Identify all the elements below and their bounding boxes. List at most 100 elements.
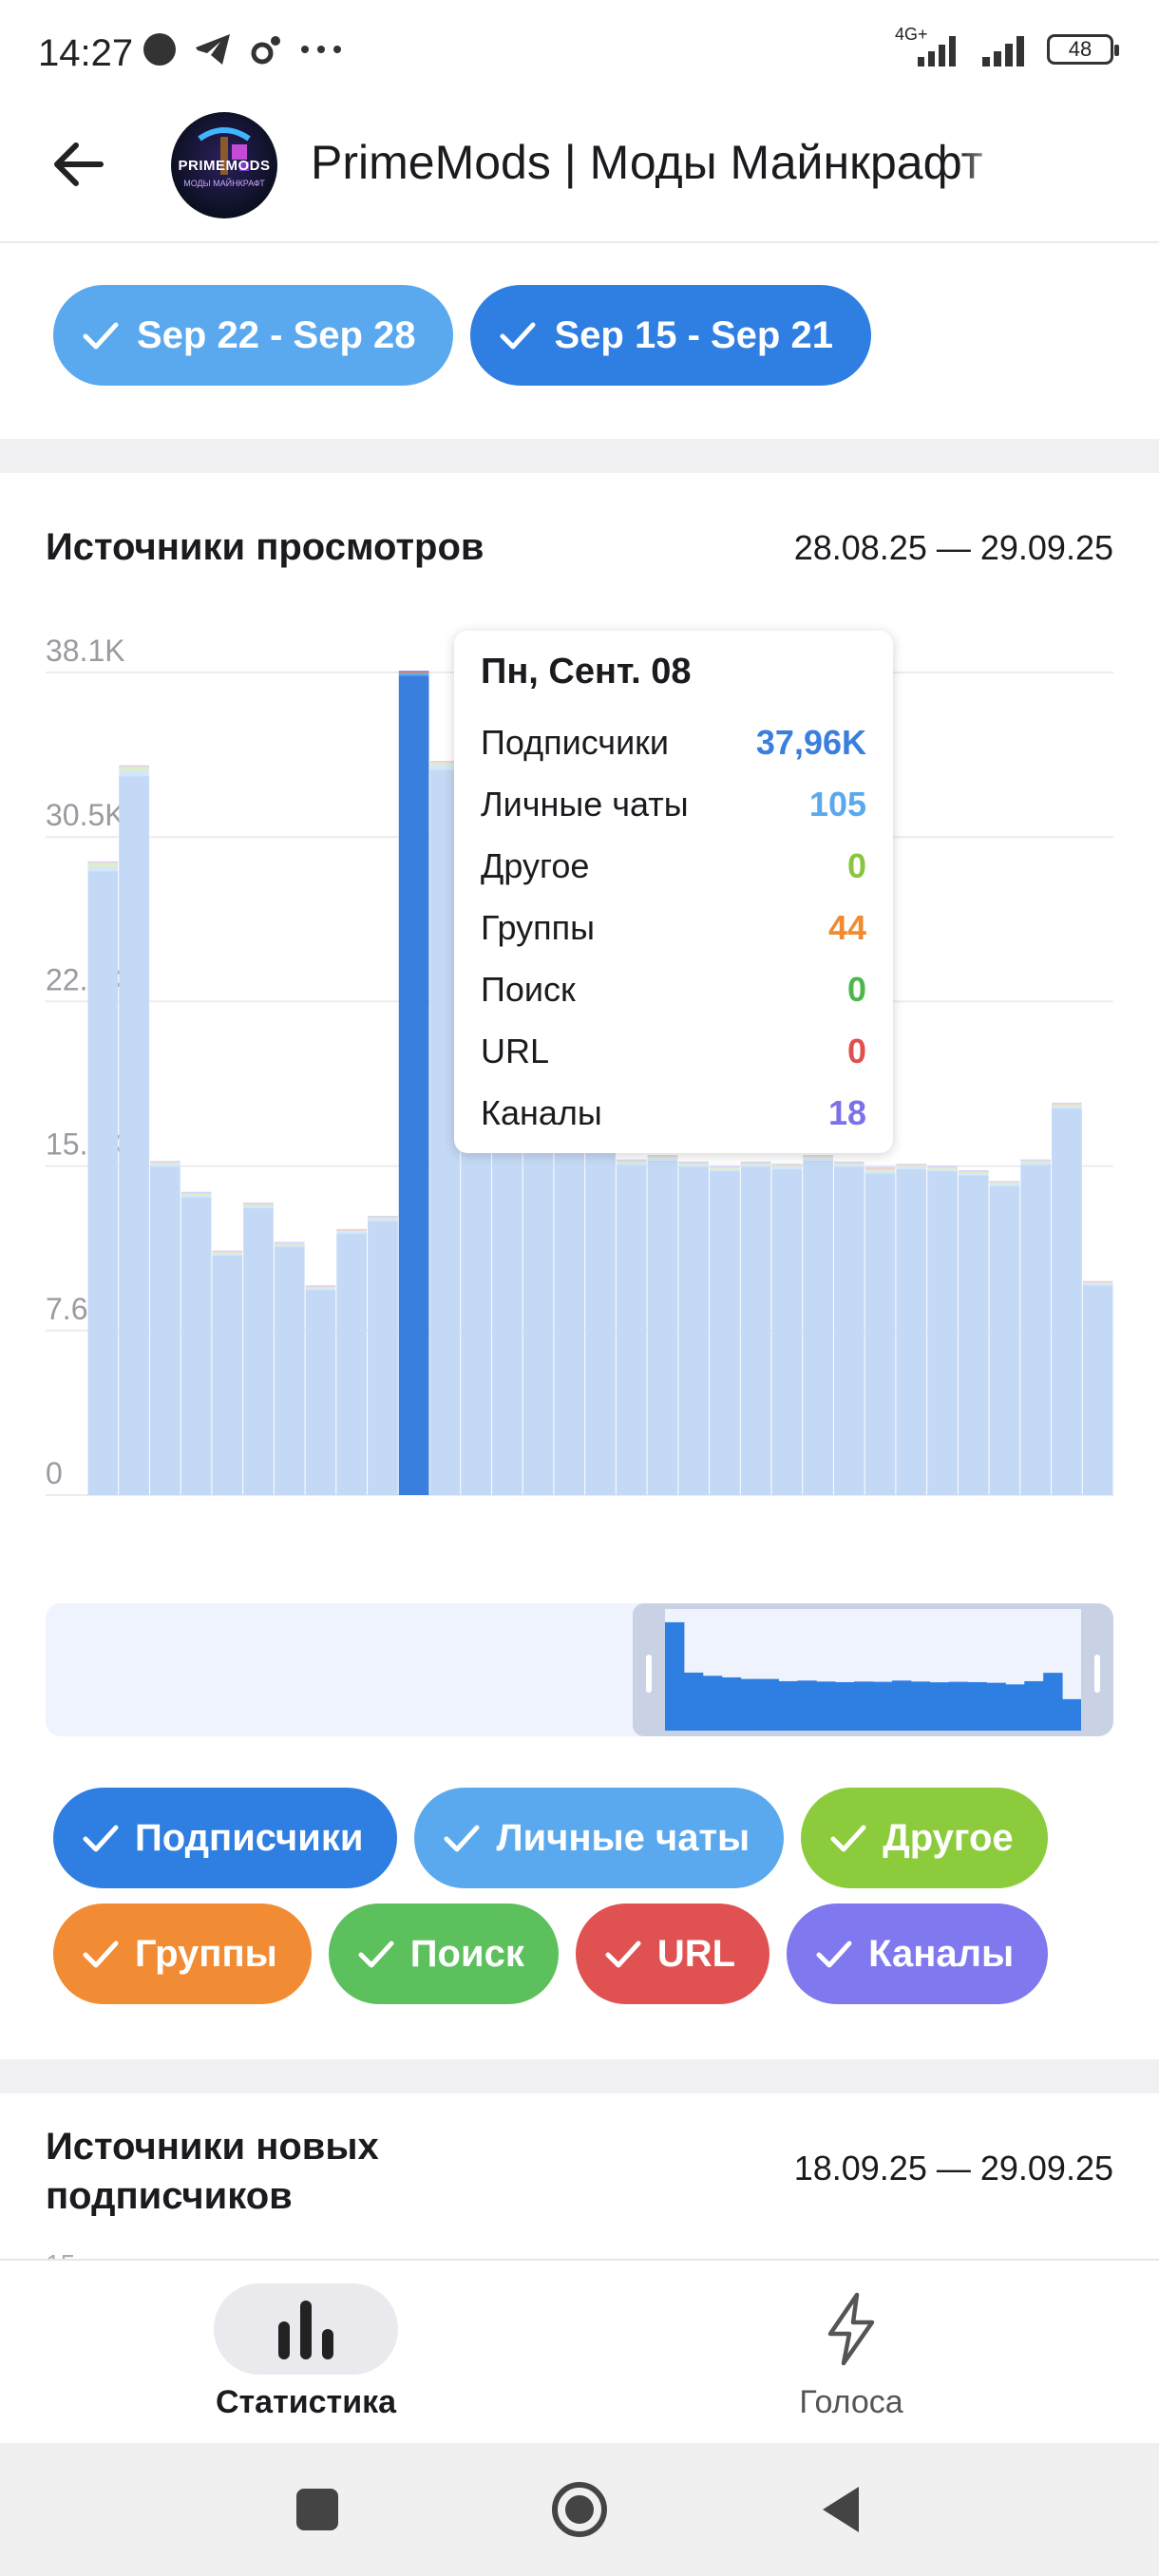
chart-bar-segment [305,1285,336,1287]
week-chip-1[interactable]: Sep 22 - Sep 28 [53,285,454,386]
chart-bar-segment [864,1173,896,1495]
tooltip-row: URL 0 [481,1020,866,1082]
chart-bar-segment [429,761,461,764]
views-sources-title: Источники просмотров [46,526,484,568]
navigator-bar [759,1678,779,1731]
chart-bar-segment [647,1155,678,1157]
chart-bar-segment [1082,1283,1113,1286]
toggle-groups[interactable]: Группы [53,1904,312,2004]
chart-bar-segment [678,1165,710,1167]
section-divider [0,439,1159,473]
avatar-logo-subtext: МОДЫ МАЙНКРАФТ [183,179,265,188]
nav-tab-icon-holder [759,2283,943,2375]
chart-bar-segment [180,1193,212,1196]
avatar-logo-text: PRIMEMODS [178,158,271,174]
toggle-channels[interactable]: Каналы [787,1904,1049,2004]
nav-tab-statistics[interactable]: Статистика [182,2283,429,2421]
chart-bar-segment [368,1219,398,1222]
chart-bar-segment [212,1255,243,1495]
chart-bar-segment [740,1165,771,1167]
nav-tab-votes[interactable]: Голоса [728,2283,975,2421]
tooltip-label: Группы [481,907,595,947]
tooltip-label: URL [481,1031,550,1070]
chart-bar-segment [274,1241,305,1243]
chart-bar-segment [989,1181,1020,1183]
chart-bar-segment [119,770,149,777]
navigator-bar [873,1681,893,1731]
navigator-bar [797,1680,817,1731]
signal-icon [918,36,956,66]
chart-bar-segment [864,1169,896,1172]
channel-avatar[interactable]: PRIMEMODS МОДЫ МАЙНКРАФТ [171,112,277,218]
chart-bar-segment [180,1191,212,1194]
chart-bar-segment [989,1183,1020,1184]
tooltip-value: 44 [827,907,866,947]
chart-bar-segment [927,1165,958,1167]
tooltip-label: Каналы [481,1092,602,1132]
nav-tab-active-indicator [214,2283,398,2375]
lightning-icon [827,2292,875,2366]
chart-bar-segment [710,1165,740,1167]
check-icon [358,1941,394,1968]
tooltip-value: 0 [846,1031,866,1070]
chart-bar-segment [149,1163,180,1165]
chart-bar-segment [368,1215,398,1218]
toggle-subscribers[interactable]: Подписчики [53,1788,398,1888]
chart-bar-segment [1020,1165,1052,1495]
toggle-search[interactable]: Поиск [328,1904,559,2004]
chart-bar-segment [958,1171,989,1174]
chart-bar-segment [710,1171,740,1495]
chart-bar-segment [87,863,119,867]
week-chip-2[interactable]: Sep 15 - Sep 21 [470,285,871,386]
chart-bar-segment [740,1161,771,1164]
navigator-bar [778,1680,798,1731]
tooltip-row: Каналы 18 [481,1082,866,1144]
chart-bar-segment [368,1217,398,1220]
toggle-label: Другое [883,1816,1014,1859]
bottom-navigation: Статистика Голоса [0,2259,1159,2443]
tooltip-value: 37,96K [755,722,866,762]
toggle-other[interactable]: Другое [801,1788,1048,1888]
chart-bar-segment [989,1184,1020,1186]
battery-indicator: 48 [1047,34,1119,65]
chart-bar-segment [1082,1280,1113,1283]
toggle-private-chats[interactable]: Личные чаты [414,1788,785,1888]
back-arrow-icon[interactable] [48,133,110,196]
chart-bar-segment [833,1166,864,1495]
chart-bar-segment [149,1166,180,1495]
chart-bar-segment [958,1175,989,1495]
toggle-url[interactable]: URL [575,1904,770,2004]
chart-bar-segment [927,1167,958,1169]
chart-bar-segment [647,1158,678,1161]
navigator-bar [683,1672,704,1731]
chart-range-navigator[interactable] [46,1603,1113,1736]
chart-bar-segment [87,866,119,872]
tooltip-value: 0 [846,845,866,885]
chart-bar-segment [1082,1282,1113,1284]
tooltip-value: 18 [827,1092,866,1132]
back-triangle-icon[interactable] [811,2479,872,2540]
chart-bar-segment [833,1161,864,1164]
home-circle-icon[interactable] [549,2479,610,2540]
chart-bar-segment [740,1166,771,1495]
navigator-window-handle[interactable] [633,1603,1113,1736]
chart-bar-segment [305,1290,336,1495]
chart-bar-segment [616,1165,647,1495]
chart-bar-segment [336,1230,368,1232]
chart-bar-segment [398,671,429,672]
chart-x-tick-label: сент. 15 [577,1515,687,1520]
check-icon [605,1941,641,1968]
chart-bar-segment [864,1167,896,1170]
pickaxe-icon [198,127,251,175]
chart-bar-segment [896,1164,927,1165]
tooltip-row: Группы 44 [481,897,866,958]
tooltip-row: Другое 0 [481,835,866,897]
more-dots-icon [301,46,341,53]
navigator-bar [910,1681,931,1731]
recents-square-icon[interactable] [287,2479,348,2540]
navigator-bar [891,1680,912,1731]
chart-bar-segment [896,1165,927,1167]
toggle-label: URL [656,1932,736,1975]
